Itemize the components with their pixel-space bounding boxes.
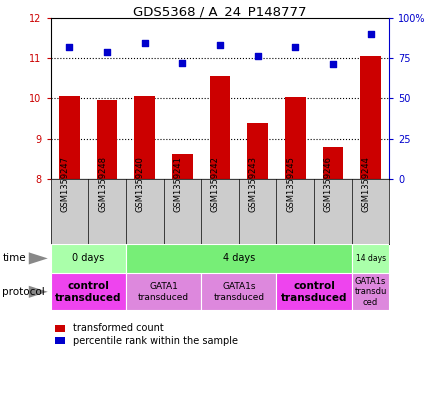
Point <box>103 48 110 55</box>
Text: time: time <box>2 253 26 263</box>
Point <box>179 60 186 66</box>
Text: transformed count: transformed count <box>73 323 163 333</box>
Text: control
transduced: control transduced <box>55 281 121 303</box>
Polygon shape <box>29 286 48 298</box>
Text: 4 days: 4 days <box>223 253 255 263</box>
Point <box>367 31 374 37</box>
Text: GSM1359246: GSM1359246 <box>324 156 333 212</box>
Text: GATA1s
transduced: GATA1s transduced <box>213 282 264 301</box>
Text: GSM1359247: GSM1359247 <box>60 156 70 212</box>
Text: 14 days: 14 days <box>356 254 385 263</box>
Text: 0 days: 0 days <box>72 253 104 263</box>
Point <box>254 53 261 59</box>
Point <box>330 61 337 68</box>
Bar <box>247 123 268 179</box>
Bar <box>201 273 276 310</box>
Point <box>66 44 73 50</box>
Text: GSM1359245: GSM1359245 <box>286 156 295 212</box>
Polygon shape <box>29 252 48 264</box>
Text: GSM1359242: GSM1359242 <box>211 156 220 212</box>
Text: GDS5368 / A_24_P148777: GDS5368 / A_24_P148777 <box>133 5 307 18</box>
Text: GSM1359241: GSM1359241 <box>173 156 182 212</box>
Bar <box>172 154 193 179</box>
Point <box>292 44 299 50</box>
Bar <box>209 76 231 179</box>
Bar <box>352 273 389 310</box>
Bar <box>360 56 381 179</box>
Text: protocol: protocol <box>2 287 45 297</box>
Bar <box>285 97 306 179</box>
Bar <box>323 147 343 179</box>
Text: GATA1s
transdu
ced: GATA1s transdu ced <box>354 277 387 307</box>
Text: control
transduced: control transduced <box>281 281 347 303</box>
Text: percentile rank within the sample: percentile rank within the sample <box>73 336 238 346</box>
Bar <box>51 273 126 310</box>
Bar <box>97 100 117 179</box>
Point <box>216 42 224 48</box>
Bar <box>276 273 352 310</box>
Text: GSM1359248: GSM1359248 <box>98 156 107 212</box>
Bar <box>59 96 80 179</box>
Text: GSM1359244: GSM1359244 <box>362 156 370 212</box>
Text: GSM1359240: GSM1359240 <box>136 156 145 212</box>
Text: GATA1
transduced: GATA1 transduced <box>138 282 189 301</box>
Text: GSM1359243: GSM1359243 <box>249 156 258 212</box>
Bar <box>126 244 352 273</box>
Bar <box>126 273 201 310</box>
Bar <box>352 244 389 273</box>
Bar <box>134 96 155 179</box>
Point <box>141 40 148 47</box>
Bar <box>51 244 126 273</box>
